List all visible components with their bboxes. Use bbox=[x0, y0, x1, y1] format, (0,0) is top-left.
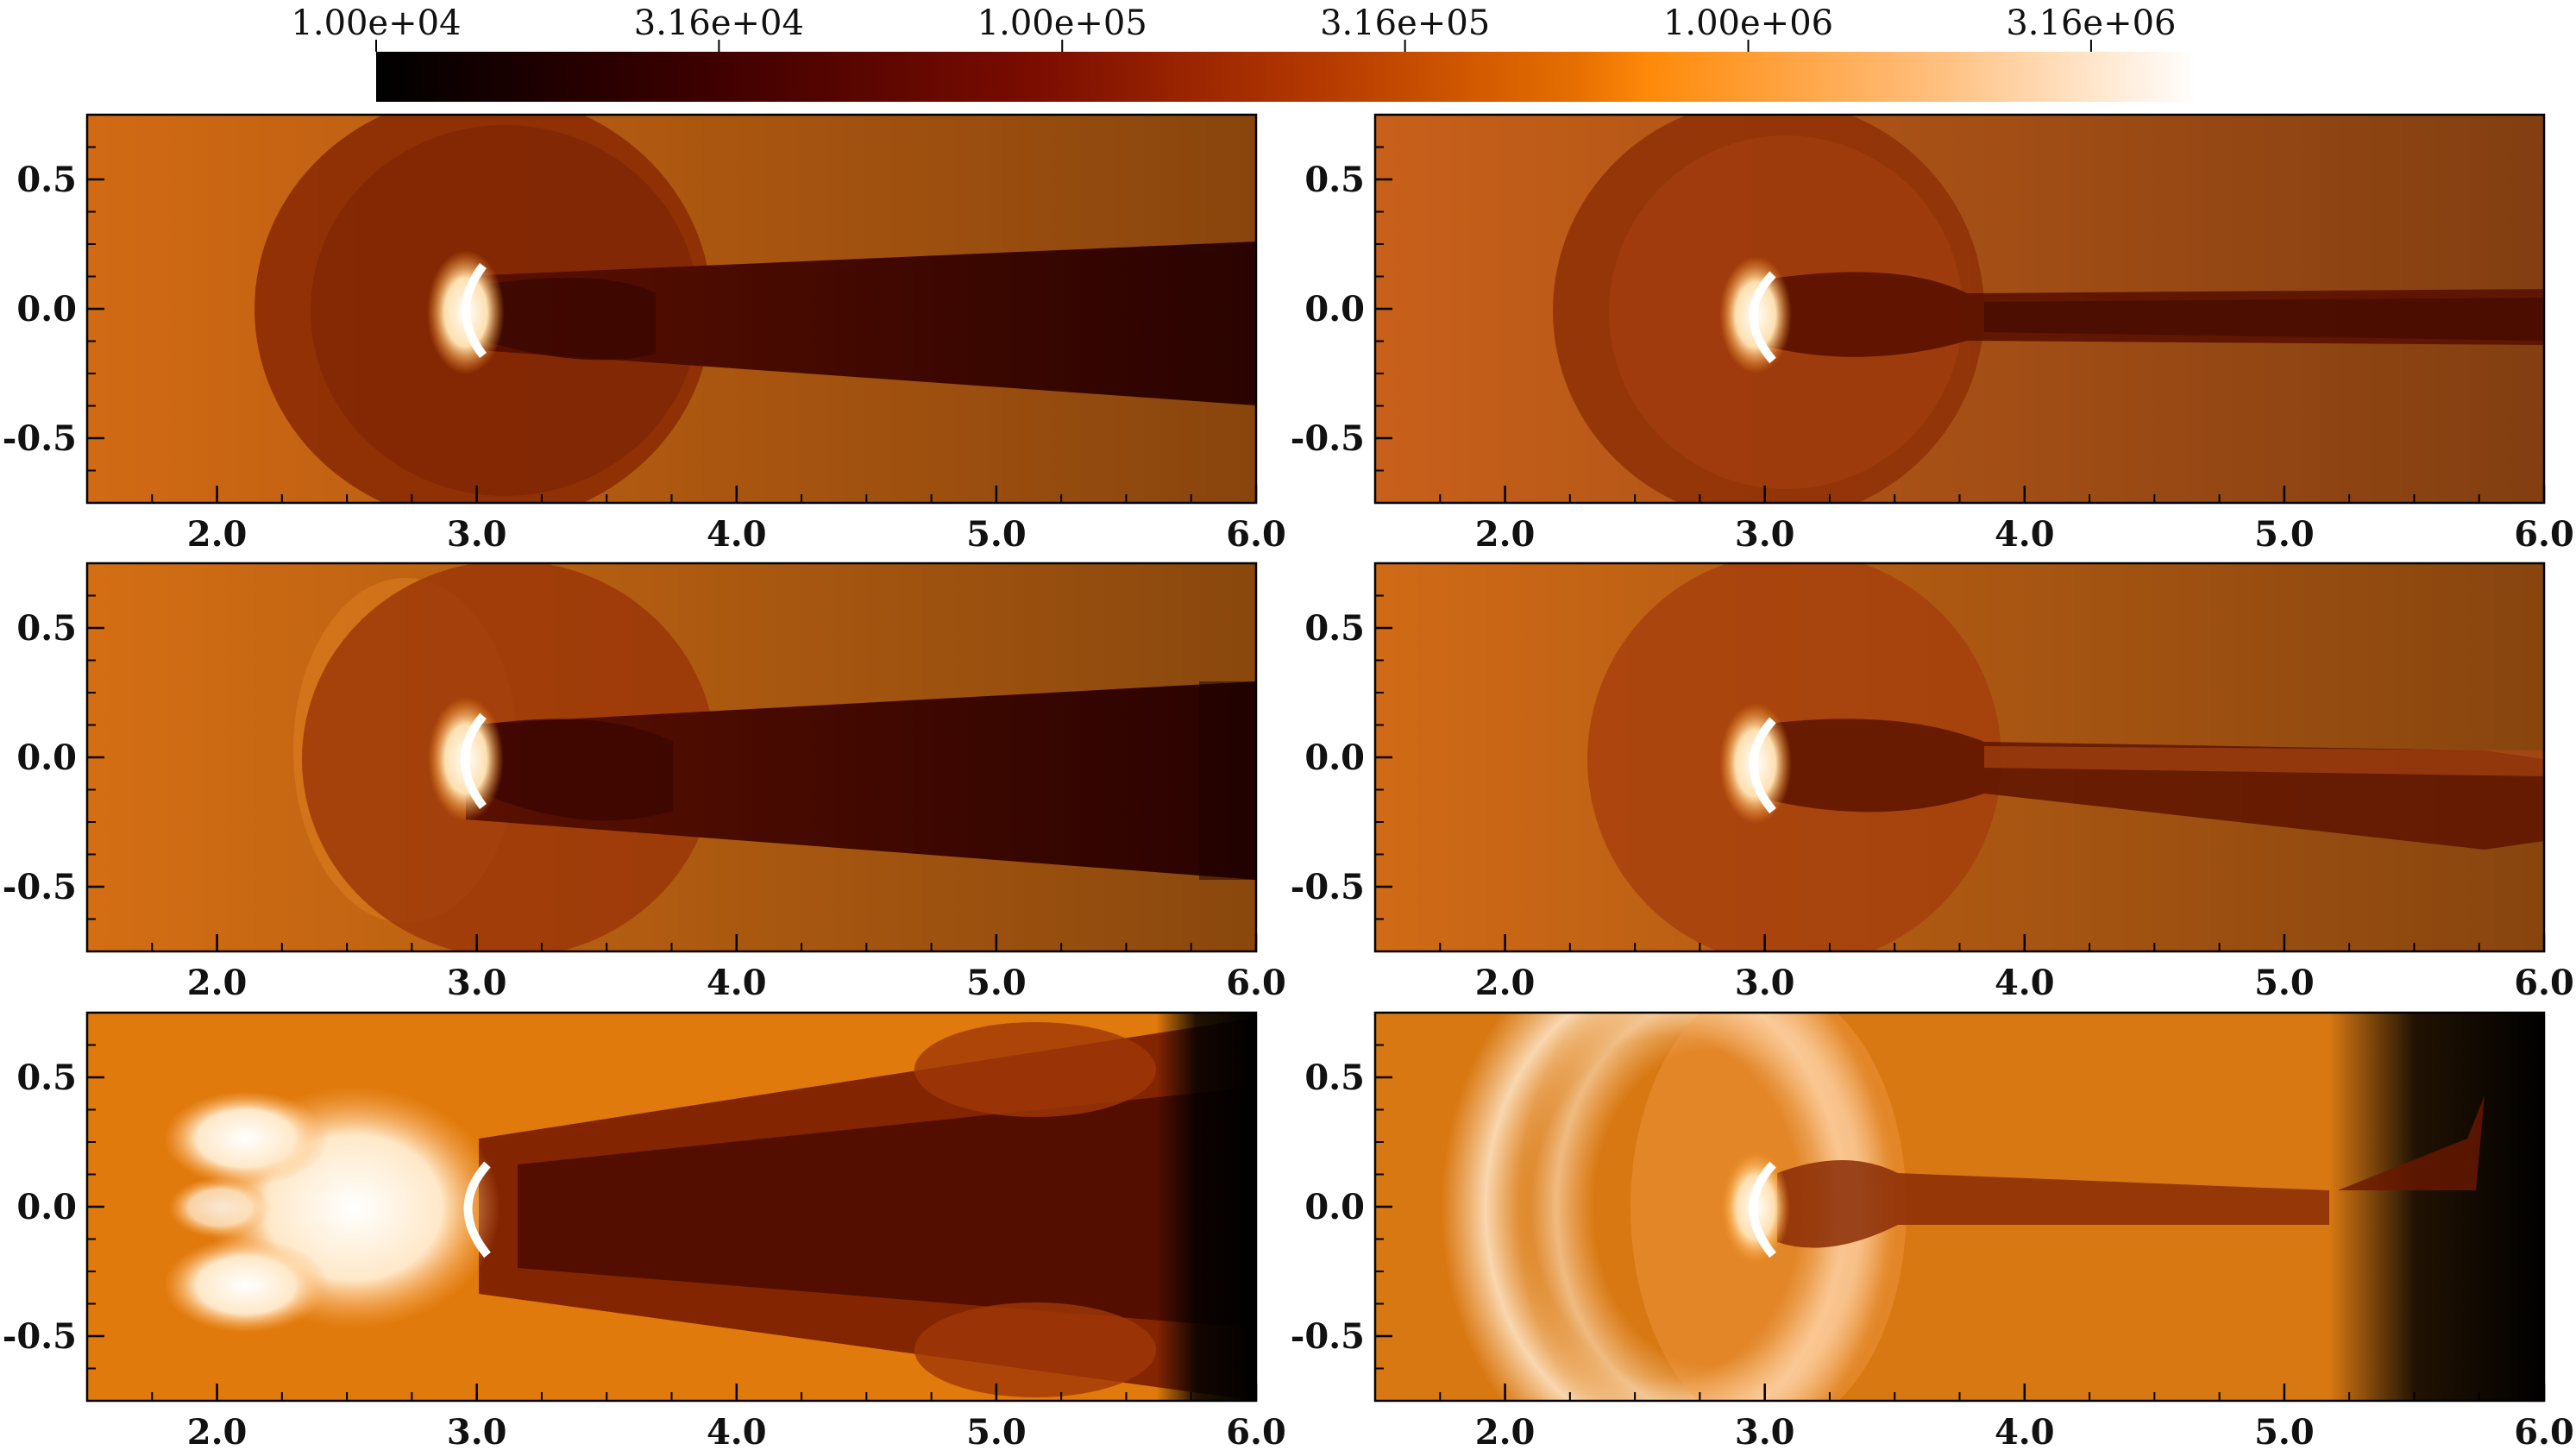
x-tick-label: 5.0 bbox=[2254, 963, 2315, 1003]
y-tick-label: -0.5 bbox=[1291, 418, 1365, 459]
y-tick-label: 0.5 bbox=[16, 608, 77, 649]
x-tick-label: 6.0 bbox=[1226, 1412, 1286, 1453]
colorbar-labels: 1.00e+04 3.16e+04 1.00e+05 3.16e+05 1.00e+06… bbox=[291, 3, 2176, 43]
colorbar-tick-label: 3.16e+06 bbox=[2006, 3, 2176, 43]
panel-4 bbox=[1373, 562, 2546, 953]
y-tick-label: -0.5 bbox=[1291, 1316, 1365, 1357]
colorbar-tick-label: 1.00e+06 bbox=[1663, 3, 1833, 43]
y-tick-label: 0.0 bbox=[16, 737, 77, 778]
x-tick-label: 2.0 bbox=[187, 514, 248, 555]
y-tick-label: 0.5 bbox=[16, 160, 77, 200]
panel-1-image bbox=[87, 115, 1256, 503]
y-tick-label: 0.0 bbox=[1304, 1187, 1365, 1227]
x-tick-label: 6.0 bbox=[1226, 514, 1286, 555]
x-tick-label: 4.0 bbox=[1995, 514, 2055, 555]
panel-3-image bbox=[87, 563, 1256, 951]
y-tick-label: 0.5 bbox=[1304, 608, 1365, 649]
x-tick-label: 6.0 bbox=[2514, 963, 2574, 1003]
panel-5 bbox=[85, 1011, 1258, 1403]
y-tick-label: 0.0 bbox=[16, 289, 77, 329]
colorbar-tick-label: 1.00e+04 bbox=[291, 3, 461, 43]
panel-3 bbox=[85, 562, 1258, 953]
x-tick-label: 5.0 bbox=[966, 514, 1027, 555]
colorbar-ticks bbox=[375, 40, 2092, 52]
colorbar-gradient bbox=[376, 52, 2196, 102]
x-tick-label: 2.0 bbox=[1475, 1412, 1536, 1453]
panel-5-axes: 2.0 3.0 4.0 5.0 6.0 0.5 0.0 -0.5 bbox=[3, 1012, 1286, 1453]
x-tick-label: 3.0 bbox=[447, 514, 507, 555]
panel-6-axes: 2.0 3.0 4.0 5.0 6.0 0.5 0.0 -0.5 bbox=[1291, 1012, 2574, 1453]
x-tick-label: 6.0 bbox=[2514, 1412, 2574, 1453]
x-tick-label: 6.0 bbox=[1226, 963, 1286, 1003]
x-tick-label: 4.0 bbox=[1995, 963, 2055, 1003]
x-tick-label: 5.0 bbox=[966, 1412, 1027, 1453]
x-tick-label: 3.0 bbox=[1735, 963, 1795, 1003]
x-tick-label: 3.0 bbox=[447, 963, 507, 1003]
colorbar-tick-label: 3.16e+05 bbox=[1320, 3, 1490, 43]
x-tick-label: 2.0 bbox=[1475, 963, 1536, 1003]
x-tick-label: 4.0 bbox=[1995, 1412, 2055, 1453]
x-tick-label: 2.0 bbox=[1475, 514, 1536, 555]
axes-layer: 2.0 3.0 4.0 5.0 6.0 0.5 0.0 -0.5 2.0 3.0 4.0 5.0 6.0… bbox=[3, 114, 2574, 1453]
y-tick-label: -0.5 bbox=[3, 867, 77, 907]
panel-5-image bbox=[87, 1013, 1256, 1401]
y-tick-label: 0.5 bbox=[1304, 1057, 1365, 1098]
panel-3-axes: 2.0 3.0 4.0 5.0 6.0 0.5 0.0 -0.5 bbox=[3, 562, 1286, 1003]
x-tick-label: 3.0 bbox=[1735, 514, 1795, 555]
panel-4-axes: 2.0 3.0 4.0 5.0 6.0 0.5 0.0 -0.5 bbox=[1291, 562, 2574, 1003]
panel-2 bbox=[1373, 113, 2546, 505]
colorbar-tick-label: 1.00e+05 bbox=[977, 3, 1147, 43]
panel-2-axes: 2.0 3.0 4.0 5.0 6.0 0.5 0.0 -0.5 bbox=[1291, 114, 2574, 555]
y-tick-label: 0.0 bbox=[16, 1187, 77, 1227]
x-tick-label: 3.0 bbox=[447, 1412, 507, 1453]
y-tick-label: 0.5 bbox=[16, 1057, 77, 1098]
y-tick-label: -0.5 bbox=[3, 418, 77, 459]
colorbar-tick-label: 3.16e+04 bbox=[634, 3, 804, 43]
x-tick-label: 6.0 bbox=[2514, 514, 2574, 555]
panel-4-image bbox=[1375, 563, 2544, 951]
panel-1 bbox=[85, 113, 1258, 505]
colorbar: 1.00e+04 3.16e+04 1.00e+05 3.16e+05 1.00e+06… bbox=[291, 3, 2196, 102]
x-tick-label: 3.0 bbox=[1735, 1412, 1795, 1453]
y-tick-label: 0.5 bbox=[1304, 160, 1365, 200]
x-tick-label: 4.0 bbox=[707, 514, 767, 555]
x-tick-label: 4.0 bbox=[707, 963, 767, 1003]
x-tick-label: 5.0 bbox=[966, 963, 1027, 1003]
y-tick-label: -0.5 bbox=[3, 1316, 77, 1357]
y-tick-label: 0.0 bbox=[1304, 289, 1365, 329]
panel-1-axes: 2.0 3.0 4.0 5.0 6.0 0.5 0.0 -0.5 bbox=[3, 114, 1286, 555]
y-tick-label: 0.0 bbox=[1304, 737, 1365, 778]
x-tick-label: 5.0 bbox=[2254, 514, 2315, 555]
panel-6-image bbox=[1375, 1013, 2544, 1401]
y-tick-label: -0.5 bbox=[1291, 867, 1365, 907]
x-tick-label: 2.0 bbox=[187, 1412, 248, 1453]
x-tick-label: 2.0 bbox=[187, 963, 248, 1003]
x-tick-label: 5.0 bbox=[2254, 1412, 2315, 1453]
panel-6 bbox=[1373, 1011, 2546, 1403]
panel-2-image bbox=[1375, 115, 2544, 503]
x-tick-label: 4.0 bbox=[707, 1412, 767, 1453]
